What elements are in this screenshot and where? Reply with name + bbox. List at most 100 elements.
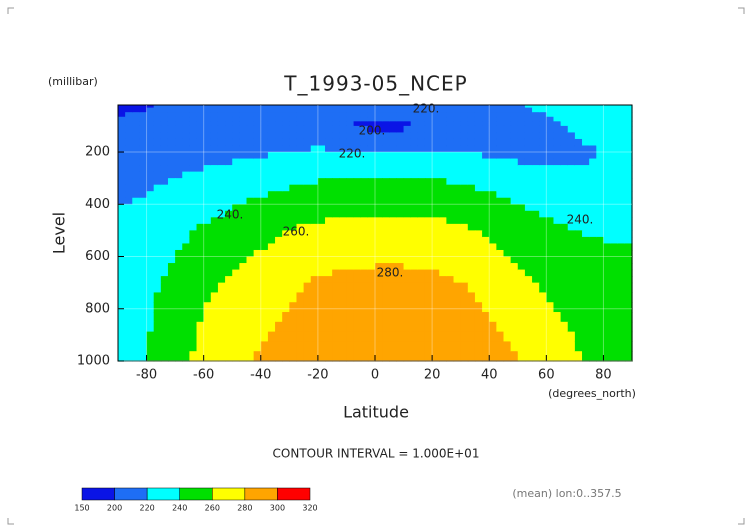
- contour-cell: [510, 178, 519, 186]
- contour-cell: [346, 145, 355, 153]
- contour-cell: [353, 197, 362, 205]
- contour-cell: [282, 249, 290, 258]
- contour-cell: [539, 158, 547, 166]
- contour-cell: [232, 249, 240, 258]
- contour-cell: [175, 331, 183, 343]
- contour-cell: [596, 132, 605, 140]
- contour-cell: [603, 184, 612, 192]
- contour-cell: [439, 105, 447, 109]
- contour-cell: [396, 341, 405, 352]
- contour-cell: [189, 105, 198, 109]
- contour-cell: [403, 116, 412, 122]
- contour-cell: [382, 243, 390, 251]
- contour-cell: [167, 223, 176, 231]
- contour-cell: [503, 249, 512, 258]
- y-tick-label: 600: [85, 249, 110, 264]
- contour-cell: [496, 249, 505, 258]
- contour-cell: [582, 197, 590, 205]
- contour-cell: [396, 121, 405, 127]
- contour-cell: [153, 138, 162, 147]
- contour-cell: [503, 256, 512, 264]
- contour-cell: [446, 121, 455, 127]
- contour-cell: [189, 121, 198, 127]
- contour-cell: [246, 269, 255, 277]
- contour-cell: [510, 230, 519, 238]
- contour-cell: [439, 191, 447, 199]
- contour-cell: [596, 158, 605, 166]
- contour-cell: [546, 256, 555, 264]
- contour-cell: [389, 152, 398, 160]
- contour-cell: [560, 152, 569, 160]
- contour-cell: [118, 243, 126, 251]
- contour-cell: [582, 116, 590, 122]
- contour-cell: [432, 223, 440, 231]
- contour-cell: [553, 116, 562, 122]
- contour-cell: [603, 116, 612, 122]
- contour-cell: [560, 282, 569, 294]
- contour-cell: [403, 178, 412, 186]
- contour-cell: [339, 263, 348, 271]
- contour-cell: [146, 331, 155, 343]
- contour-cell: [118, 223, 126, 231]
- contour-cell: [417, 121, 426, 127]
- contour-cell: [360, 243, 369, 251]
- contour-cell: [375, 351, 383, 362]
- contour-cell: [346, 351, 355, 362]
- contour-cell: [474, 256, 483, 264]
- contour-cell: [203, 331, 212, 343]
- contour-cell: [460, 178, 469, 186]
- contour-cell: [360, 282, 369, 294]
- contour-cell: [260, 152, 269, 160]
- contour-cell: [503, 243, 512, 251]
- contour-cell: [467, 351, 476, 362]
- contour-cell: [382, 112, 390, 118]
- contour-cell: [539, 171, 547, 179]
- contour-cell: [375, 269, 383, 277]
- contour-cell: [582, 132, 590, 140]
- contour-cell: [289, 217, 298, 225]
- contour-cell: [532, 331, 540, 343]
- contour-label: 200.: [359, 124, 386, 138]
- contour-cell: [417, 321, 426, 333]
- contour-cell: [189, 236, 198, 245]
- contour-cell: [603, 256, 612, 264]
- contour-cell: [467, 223, 476, 231]
- contour-cell: [317, 152, 326, 160]
- contour-cell: [510, 276, 519, 284]
- contour-cell: [446, 116, 455, 122]
- contour-cell: [610, 276, 619, 284]
- contour-cell: [489, 351, 497, 362]
- contour-cell: [360, 105, 369, 109]
- contour-label: 240.: [217, 208, 244, 222]
- contour-cell: [432, 184, 440, 192]
- contour-cell: [232, 138, 240, 147]
- contour-cell: [210, 158, 219, 166]
- contour-cell: [532, 204, 540, 212]
- contour-cell: [524, 282, 533, 294]
- contour-cell: [539, 152, 547, 160]
- contour-cell: [146, 223, 155, 231]
- contour-cell: [603, 191, 612, 199]
- contour-cell: [210, 152, 219, 160]
- contour-cell: [603, 158, 612, 166]
- contour-cell: [589, 217, 597, 225]
- contour-cell: [589, 292, 597, 303]
- contour-cell: [253, 312, 262, 323]
- contour-cell: [146, 171, 155, 179]
- contour-cell: [203, 210, 212, 218]
- contour-cell: [167, 256, 176, 264]
- contour-cell: [503, 197, 512, 205]
- contour-cell: [546, 282, 555, 294]
- contour-cell: [367, 158, 376, 166]
- contour-cell: [453, 341, 462, 352]
- contour-cell: [382, 321, 390, 333]
- contour-cell: [210, 105, 219, 109]
- contour-cell: [553, 276, 562, 284]
- contour-cell: [574, 282, 583, 294]
- contour-cell: [246, 249, 255, 258]
- contour-cell: [239, 230, 248, 238]
- contour-cell: [282, 158, 290, 166]
- colorbar-label: 150: [74, 504, 89, 513]
- contour-cell: [496, 292, 505, 303]
- contour-cell: [453, 312, 462, 323]
